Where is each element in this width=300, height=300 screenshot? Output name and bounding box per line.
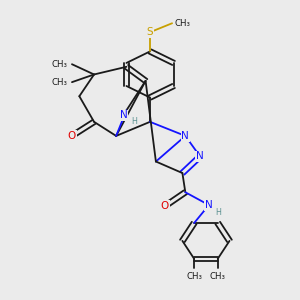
Text: N: N	[182, 131, 189, 141]
Text: N: N	[205, 200, 213, 210]
Text: CH₃: CH₃	[52, 78, 68, 87]
Text: O: O	[160, 201, 169, 211]
Text: H: H	[131, 117, 137, 126]
Text: H: H	[215, 208, 221, 217]
Text: CH₃: CH₃	[186, 272, 202, 281]
Text: N: N	[196, 152, 204, 161]
Text: CH₃: CH₃	[210, 272, 226, 281]
Text: N: N	[120, 110, 128, 120]
Text: CH₃: CH₃	[174, 19, 190, 28]
Text: O: O	[68, 131, 76, 141]
Text: CH₃: CH₃	[52, 60, 68, 69]
Text: S: S	[147, 27, 153, 37]
